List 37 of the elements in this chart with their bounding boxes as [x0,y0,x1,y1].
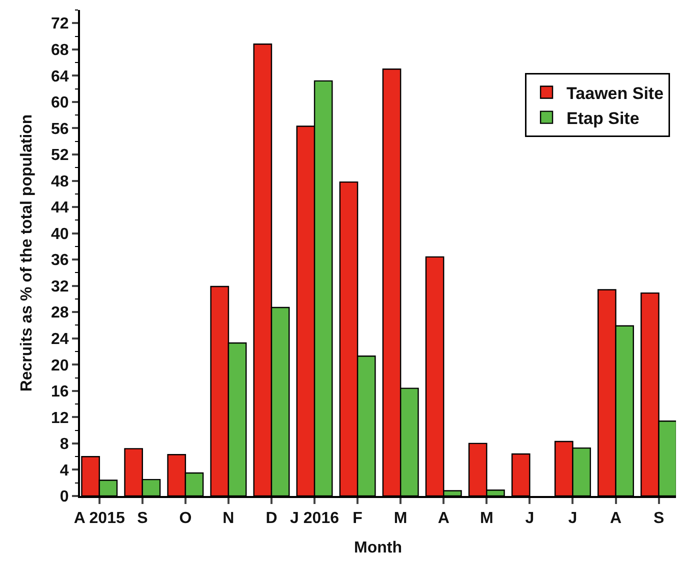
y-tick-label: 48 [51,173,69,190]
y-tick-label: 12 [51,410,69,427]
x-tick-label: M [394,510,408,528]
y-tick-label: 24 [51,330,69,348]
y-tick-label: 40 [51,226,69,243]
y-tick-label: 32 [51,278,69,296]
x-tick-label: O [179,510,192,528]
x-tick-label: J [568,510,578,528]
x-axis-title: Month [354,539,402,556]
y-tick-label: 52 [51,147,69,164]
y-tick-label: 4 [60,462,69,480]
legend-label: Etap Site [566,108,640,128]
y-tick-label: 64 [51,68,69,86]
x-tick-label: J 2016 [290,510,340,528]
x-tick-label: M [480,510,494,528]
y-tick-label: 8 [60,436,69,454]
y-tick-label: 28 [51,304,69,322]
y-tick-label: 72 [51,16,69,33]
x-tick-label: A [610,510,622,528]
y-tick-label: 68 [51,42,69,60]
y-axis-title: Recruits as % of the total population [18,114,36,392]
y-tick-label: 16 [51,384,69,401]
y-tick-label: 56 [51,120,69,138]
x-tick-label: D [266,510,278,528]
x-tick-label: S [137,510,148,528]
y-tick-label: 20 [51,357,69,374]
x-tick-label: A [438,510,450,528]
y-tick-label: 44 [51,200,69,217]
y-tick-label: 36 [51,252,69,270]
legend-label: Taawen Site [566,84,664,103]
x-tick-label: A 2015 [74,510,125,528]
x-tick-label: F [352,510,363,528]
x-tick-label: S [653,510,664,528]
y-tick-label: 60 [51,94,69,112]
x-tick-label: N [222,510,234,528]
x-tick-label: J [525,510,534,528]
y-tick-label: 0 [60,488,69,506]
